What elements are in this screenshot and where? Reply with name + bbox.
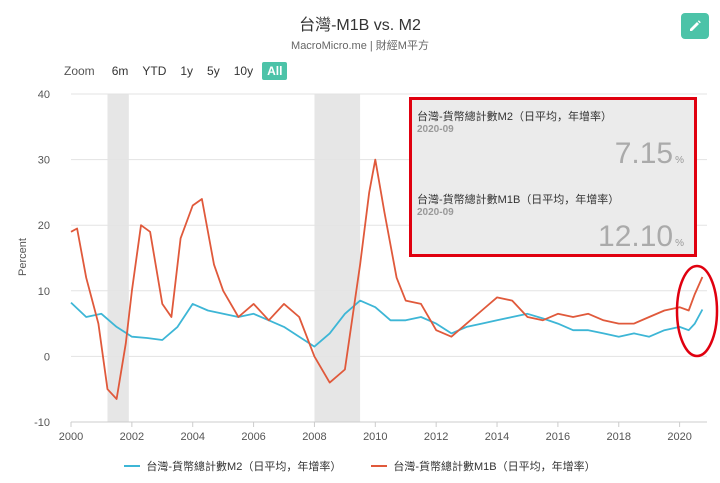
x-tick-label: 2000 [59,431,83,443]
y-axis-label: Percent [17,238,29,276]
tooltip-m1b-name: 台灣-貨幣總計數M1B（日平均，年增率） [417,194,620,206]
chart-title: 台灣-M1B vs. M2 [299,17,421,34]
x-tick-label: 2014 [485,431,509,443]
y-tick-label: 20 [38,220,50,232]
series-line-m1b [70,158,704,400]
tooltip-m2-name: 台灣-貨幣總計數M2（日平均，年增率） [417,111,612,123]
tooltip-panel: 台灣-貨幣總計數M2（日平均，年增率） 2020-09 7.15% 台灣-貨幣總… [409,97,697,257]
x-tick-label: 2006 [241,431,265,443]
y-tick-label: 0 [44,351,50,363]
edit-button[interactable] [681,13,709,39]
legend-swatch-m1b [371,465,388,467]
zoom-5y-button[interactable]: 5y [207,64,220,78]
x-tick-label: 2020 [667,431,691,443]
tooltip-m1b-date: 2020-09 [417,207,454,218]
x-tick-label: 2004 [180,431,204,443]
chart-subtitle: MacroMicro.me | 財經M平方 [291,40,429,52]
y-tick-label: -10 [34,417,50,429]
x-tick-label: 2002 [120,431,144,443]
x-tick-label: 2012 [424,431,448,443]
legend-item-m2[interactable]: 台灣-貨幣總計數M2（日平均，年增率） [124,458,341,474]
chart-legend: 台灣-貨幣總計數M2（日平均，年增率） 台灣-貨幣總計數M1B（日平均，年增率） [0,458,720,474]
y-tick-label: 30 [38,155,50,167]
tooltip-m1b-value: 12.10 [598,220,674,253]
legend-item-m1b[interactable]: 台灣-貨幣總計數M1B（日平均，年增率） [371,458,596,474]
legend-label-m2: 台灣-貨幣總計數M2（日平均，年增率） [146,461,342,473]
zoom-bar: Zoom 6m YTD 1y 5y 10y All [64,62,288,80]
y-tick-label: 10 [38,286,50,298]
recession-band-1 [314,94,361,422]
x-tick-label: 2018 [607,431,631,443]
series-line-m2 [70,299,704,348]
x-tick-label: 2008 [302,431,326,443]
legend-swatch-m2 [124,465,141,467]
tooltip-m2-date: 2020-09 [417,124,454,135]
x-tick-label: 2016 [546,431,570,443]
zoom-10y-button[interactable]: 10y [233,64,254,78]
tooltip-m2-value-wrap: 7.15% [615,137,684,171]
y-tick-label: 40 [38,89,50,101]
zoom-all-button[interactable]: All [262,62,288,80]
tooltip-m2-unit: % [675,155,684,166]
zoom-ytd-button[interactable]: YTD [142,64,167,78]
highlight-circle [675,264,719,358]
zoom-6m-button[interactable]: 6m [111,64,129,78]
zoom-label: Zoom [64,64,95,78]
zoom-1y-button[interactable]: 1y [180,64,194,78]
tooltip-m1b-unit: % [675,238,684,249]
tooltip-m1b-value-wrap: 12.10% [598,220,684,254]
x-tick-label: 2010 [363,431,387,443]
pencil-icon [690,20,701,31]
tooltip-m2-value: 7.15 [614,137,674,170]
legend-label-m1b: 台灣-貨幣總計數M1B（日平均，年增率） [393,461,596,473]
recession-band-0 [107,94,129,422]
